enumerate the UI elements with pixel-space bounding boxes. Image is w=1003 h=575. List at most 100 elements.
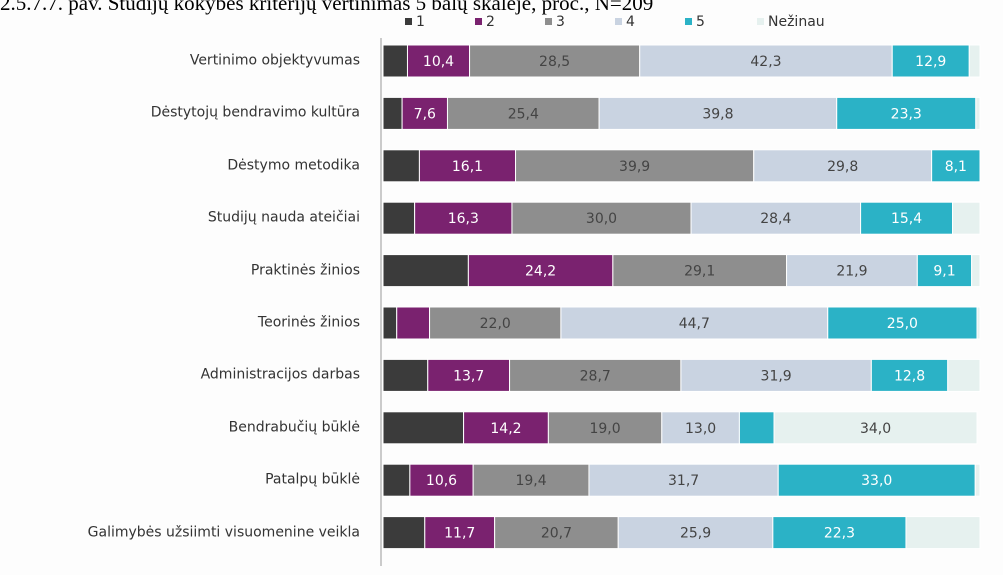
- bar-segment: [860, 201, 954, 235]
- category-label: Administracijos darbas: [200, 366, 360, 383]
- legend-swatch: [615, 18, 622, 25]
- bar-segment: [661, 411, 740, 445]
- data-label: 33,0: [861, 473, 892, 489]
- legend-label: 1: [416, 14, 425, 30]
- bar-segment: [974, 463, 981, 497]
- data-label: 25,4: [508, 106, 539, 122]
- bar-segment: [968, 44, 981, 78]
- data-label: 19,0: [589, 421, 620, 437]
- legend-label: 4: [626, 14, 635, 30]
- data-label: 44,7: [679, 316, 710, 332]
- data-label: 31,7: [668, 473, 699, 489]
- data-label: 23,3: [891, 106, 922, 122]
- data-label: 34,0: [860, 421, 891, 437]
- data-label: 20,7: [541, 526, 572, 542]
- legend-swatch: [475, 18, 482, 25]
- bar-segment: [560, 306, 829, 340]
- data-label: 31,9: [761, 368, 792, 384]
- bar-segment: [469, 44, 641, 78]
- bar-segment: [515, 149, 755, 183]
- data-label: 39,9: [619, 159, 650, 175]
- data-label: 42,3: [750, 54, 781, 70]
- data-label: 30,0: [586, 211, 617, 227]
- bar-segment: [382, 254, 469, 288]
- bar-segment: [472, 463, 590, 497]
- category-label: Dėstytojų bendravimo kultūra: [150, 104, 360, 121]
- bar-segment: [588, 463, 779, 497]
- bar-segment: [382, 149, 420, 183]
- data-label: 22,3: [824, 526, 855, 542]
- bar-segment: [382, 358, 429, 392]
- legend-swatch: [545, 18, 552, 25]
- bar-segment: [870, 358, 949, 392]
- bar-segment: [639, 44, 893, 78]
- data-label: 11,7: [444, 526, 475, 542]
- data-label: 8,1: [945, 159, 967, 175]
- data-label: 13,7: [453, 368, 484, 384]
- data-label: 10,6: [426, 473, 457, 489]
- bar-segment: [427, 358, 511, 392]
- bar-segment: [382, 201, 416, 235]
- data-label: 29,8: [827, 159, 858, 175]
- bar-segment: [975, 96, 981, 130]
- data-label: 28,7: [580, 368, 611, 384]
- data-label: 9,1: [933, 264, 955, 280]
- bar-segment: [976, 306, 981, 340]
- bar-segment: [446, 96, 600, 130]
- data-label: 12,8: [894, 368, 925, 384]
- bar-segment: [401, 96, 448, 130]
- bar-segment: [931, 149, 981, 183]
- bar-segment: [777, 463, 976, 497]
- legend-label: Nežinau: [768, 14, 825, 30]
- data-label: 39,8: [702, 106, 733, 122]
- bar-segment: [424, 516, 496, 550]
- category-label: Patalpų būklė: [265, 471, 360, 488]
- bar-segment: [905, 516, 981, 550]
- bar-segment: [382, 44, 408, 78]
- data-label: 15,4: [891, 211, 922, 227]
- bar-segment: [547, 411, 663, 445]
- legend-swatch: [757, 18, 764, 25]
- bar-segment: [738, 411, 775, 445]
- bar-segment: [952, 201, 981, 235]
- bar-segment: [773, 411, 978, 445]
- bar-segment: [382, 96, 403, 130]
- bar-segment: [382, 463, 411, 497]
- bar-segment: [511, 201, 692, 235]
- data-label: 25,0: [887, 316, 918, 332]
- chart-title: 2.5.7.7. pav. Studijų kokybės kriterijų …: [0, 0, 654, 15]
- bar-segment: [916, 254, 973, 288]
- data-label: 16,1: [452, 159, 483, 175]
- bar-segment: [612, 254, 788, 288]
- category-label: Teorinės žinios: [257, 314, 360, 331]
- bar-segment: [494, 516, 619, 550]
- data-label: 24,2: [525, 264, 556, 280]
- bar-segment: [891, 44, 970, 78]
- bar-segment: [382, 516, 426, 550]
- category-label: Bendrabučių būklė: [228, 419, 360, 436]
- bar-segment: [971, 254, 981, 288]
- data-label: 28,5: [539, 54, 570, 70]
- legend-swatch: [405, 18, 412, 25]
- bar-segment: [947, 358, 981, 392]
- bar-segment: [617, 516, 774, 550]
- legend-label: 3: [556, 14, 565, 30]
- data-label: 22,0: [480, 316, 511, 332]
- data-label: 28,4: [760, 211, 791, 227]
- legend-label: 2: [486, 14, 495, 30]
- data-label: 14,2: [490, 421, 521, 437]
- data-label: 16,3: [448, 211, 479, 227]
- category-label: Praktinės žinios: [250, 262, 360, 279]
- bar-segment: [467, 254, 614, 288]
- bar-segment: [382, 306, 398, 340]
- data-label: 29,1: [684, 264, 715, 280]
- bar-segment: [396, 306, 431, 340]
- bar-segment: [827, 306, 978, 340]
- bar-segment: [382, 411, 465, 445]
- data-label: 13,0: [685, 421, 716, 437]
- category-label: Galimybės užsiimti visuomenine veikla: [87, 524, 360, 541]
- category-label: Dėstymo metodika: [227, 157, 360, 174]
- data-label: 10,4: [423, 54, 454, 70]
